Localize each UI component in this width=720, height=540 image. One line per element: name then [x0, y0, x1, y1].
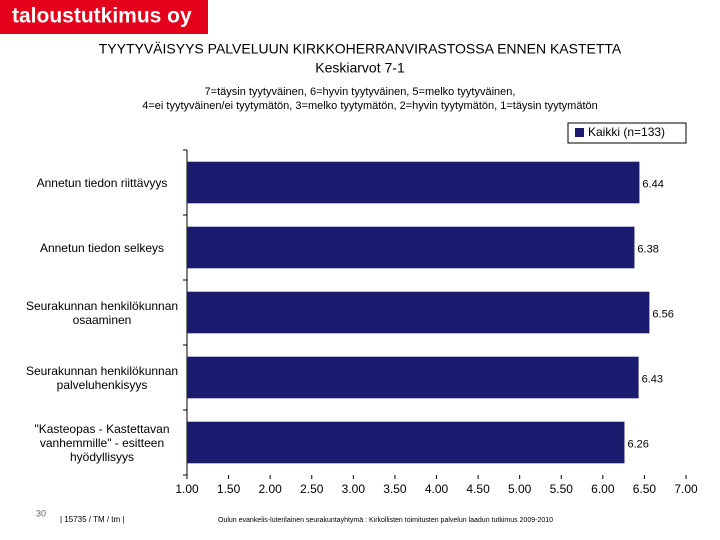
legend-label: Kaikki (n=133) — [588, 125, 665, 139]
x-tick-label: 7.00 — [674, 482, 698, 496]
logo-box — [0, 0, 208, 34]
data-label: 6.38 — [637, 243, 658, 255]
x-tick-label: 2.50 — [300, 482, 324, 496]
footer-source: Oulun evankelis-luterilainen seurakuntay… — [218, 517, 553, 524]
bar — [187, 421, 625, 464]
category-label: Seurakunnan henkilökunnan palveluhenkisy… — [25, 363, 179, 392]
x-tick-label: 4.00 — [425, 482, 449, 496]
x-tick-label: 1.50 — [217, 482, 241, 496]
category-label: Seurakunnan henkilökunnan osaaminen — [25, 298, 179, 327]
x-tick-label: 6.00 — [591, 482, 615, 496]
logo: taloustutkimus oy — [12, 5, 192, 28]
bar — [187, 356, 639, 399]
data-label: 6.26 — [627, 438, 648, 450]
data-label: 6.43 — [642, 373, 663, 385]
category-label: Annetun tiedon riittävyys — [36, 175, 168, 190]
bar — [187, 226, 635, 269]
data-label: 6.56 — [652, 308, 673, 320]
x-tick-label: 2.00 — [258, 482, 282, 496]
x-tick-label: 3.50 — [383, 482, 407, 496]
bar — [187, 291, 650, 334]
chart-subtitle: Keskiarvot 7-1 — [315, 60, 405, 76]
chart-title: TYYTYVÄISYYS PALVELUUN KIRKKOHERRANVIRAS… — [99, 41, 622, 57]
x-tick-label: 6.50 — [633, 482, 657, 496]
legend-swatch — [575, 128, 584, 137]
bar — [187, 161, 640, 204]
x-tick-label: 3.00 — [342, 482, 366, 496]
footer-code: | 15735 / TM / tm | — [60, 515, 124, 524]
category-label: "Kasteopas - Kastettavan vanhemmille" - … — [34, 421, 170, 464]
legend-box — [567, 122, 687, 144]
note: 7=täysin tyytyväinen, 6=hyvin tyytyväine… — [205, 86, 516, 98]
x-tick-label: 5.00 — [508, 482, 532, 496]
x-tick-label: 5.50 — [550, 482, 574, 496]
x-tick-label: 4.50 — [466, 482, 490, 496]
x-tick-label: 1.00 — [175, 482, 199, 496]
data-label: 6.44 — [642, 178, 663, 190]
note: 4=ei tyytyväinen/ei tyytymätön, 3=melko … — [142, 100, 598, 112]
category-label: Annetun tiedon selkeys — [39, 240, 165, 255]
page-number: 30 — [36, 508, 46, 518]
